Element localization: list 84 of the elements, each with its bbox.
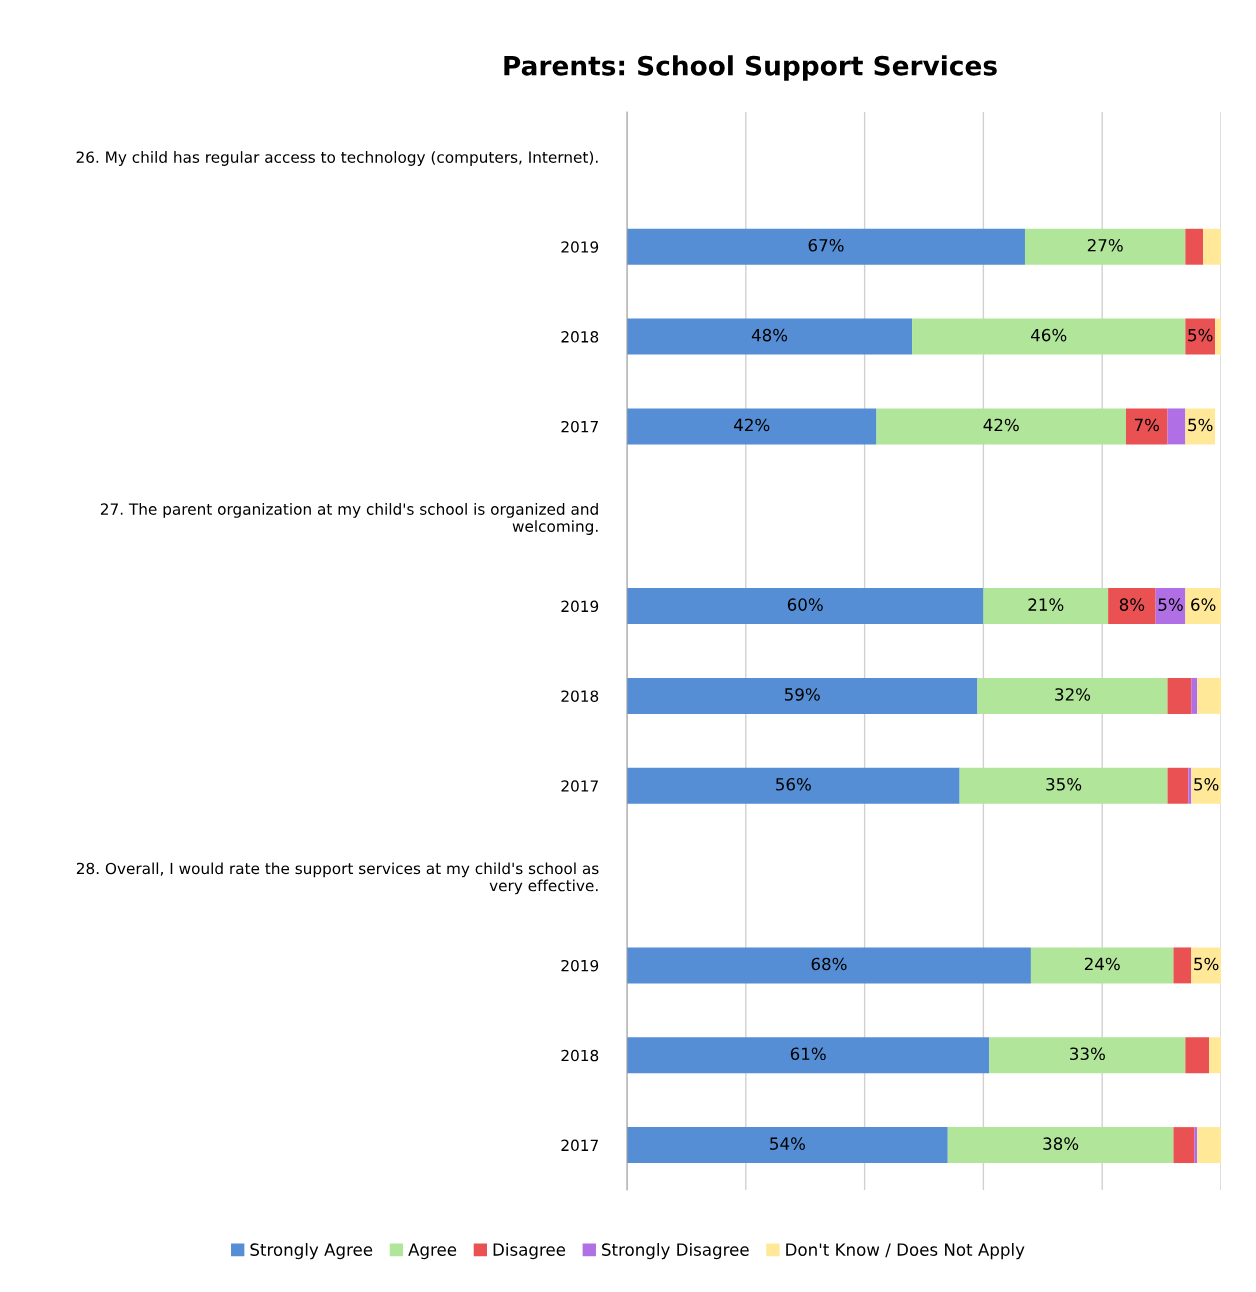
y-tick-label: 2018 [561,690,599,702]
bar [1167,408,1186,445]
data-label: 56% [776,777,811,791]
bar [1197,1127,1221,1164]
y-tick-label: 2019 [561,241,599,253]
bar [627,228,1025,265]
bar [1167,677,1192,714]
bar [983,588,1109,625]
bar [627,588,984,625]
data-label: 54% [770,1137,805,1150]
bar [959,767,1168,804]
y-tick-label: 2018 [561,1049,599,1062]
data-label: 68% [811,957,847,971]
bar [1185,318,1216,355]
bar [1203,228,1221,265]
y-tick-label: 26. My child has regular access to technology (computers, Internet). [76,151,598,166]
data-label: 5% [1194,957,1219,971]
bar [977,677,1168,714]
bar [1185,228,1204,265]
bar [627,767,960,804]
data-label: 5% [1194,777,1219,791]
legend-label: Don't Know / Does Not Apply [786,1243,1025,1260]
data-label: 42% [983,418,1019,432]
bar [1209,1037,1221,1074]
data-label: 5% [1188,418,1213,432]
data-label: 5% [1188,328,1213,342]
data-label: 59% [784,688,820,701]
y-tick-label: 2019 [561,959,599,972]
bar [1173,947,1192,984]
bar [1185,1037,1210,1074]
bar [1191,947,1221,984]
data-label: 67% [808,238,844,252]
legend-label: Agree [408,1243,457,1260]
y-tick-label: 28. Overall, I would rate the support services at my child's school as very effective. [76,862,599,895]
data-label: 8% [1119,598,1145,611]
bar [627,408,877,445]
bar [1191,677,1198,714]
bar [1188,767,1192,804]
bar [876,408,1126,445]
data-label: 38% [1043,1137,1079,1150]
data-label: 5% [1158,598,1183,611]
data-label: 7% [1134,418,1160,432]
bar [1185,588,1221,625]
bar [627,1127,948,1164]
bar [1191,767,1221,804]
bar [947,1127,1174,1164]
data-label: 35% [1046,777,1082,791]
data-label: 48% [751,328,788,342]
bar [912,318,1186,355]
data-label: 27% [1087,238,1123,252]
bar [1030,947,1174,984]
bar [1194,1127,1198,1164]
data-label: 24% [1084,957,1120,971]
legend-label: Strongly Agree [250,1243,373,1260]
y-tick-label: 2018 [561,331,599,343]
data-label: 60% [787,598,823,611]
y-tick-label: 2017 [561,780,598,792]
bar [627,318,913,355]
data-label: 6% [1191,598,1216,611]
bar [627,947,1031,984]
bar [627,1037,990,1074]
bar [1024,228,1186,265]
y-tick-label: 27. The parent organization at my child's school is organized and welcoming. [100,503,598,535]
data-label: 46% [1031,328,1067,342]
chart-title: Parents: School Support Services [504,55,997,81]
data-label: 61% [790,1047,826,1061]
data-label: 42% [734,418,770,432]
bar [1108,588,1156,625]
legend-label: Strongly Disagree [602,1243,749,1260]
bar [1197,677,1221,714]
data-label: 21% [1028,598,1064,611]
bar [989,1037,1186,1074]
y-tick-label: 2017 [561,420,598,433]
data-label: 32% [1055,688,1091,701]
bar [1185,408,1216,445]
bar [1173,1127,1195,1164]
legend-label: Disagree [493,1243,566,1260]
bar [1215,318,1221,355]
bar [1167,767,1189,804]
bar [627,677,978,714]
data-label: 33% [1070,1047,1105,1061]
y-tick-label: 2019 [561,600,599,613]
bar [1125,408,1168,445]
y-tick-label: 2017 [561,1139,598,1152]
